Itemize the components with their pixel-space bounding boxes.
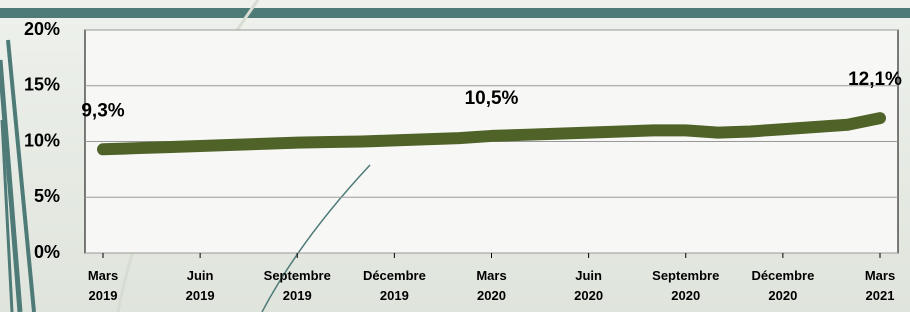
- x-tick-label: Septembre 2020: [652, 266, 719, 306]
- x-tick-label: Mars 2019: [88, 266, 118, 306]
- x-tick-label: Mars 2021: [865, 266, 895, 306]
- x-tick-label: Décembre 2020: [751, 266, 814, 306]
- x-tick-label: Décembre 2019: [363, 266, 426, 306]
- data-label: 9,3%: [81, 100, 124, 121]
- y-tick-label: 10%: [24, 130, 60, 150]
- frame-top: [0, 8, 910, 18]
- x-tick-label: Septembre 2019: [264, 266, 331, 306]
- screen: 0% 5% 10% 15% 20% 9,3% 10,5% 12,1% Mars 2019 Jui…: [0, 0, 910, 312]
- x-tick-label: Juin 2019: [186, 266, 215, 306]
- y-tick-label: 20%: [24, 19, 60, 39]
- y-tick-label: 0%: [34, 242, 60, 262]
- x-tick-label: Juin 2020: [574, 266, 603, 306]
- y-tick-label: 15%: [24, 75, 60, 95]
- x-tick-label: Mars 2020: [476, 266, 506, 306]
- data-label: 12,1%: [848, 69, 902, 90]
- y-tick-label: 5%: [34, 186, 60, 206]
- data-label: 10,5%: [465, 88, 519, 109]
